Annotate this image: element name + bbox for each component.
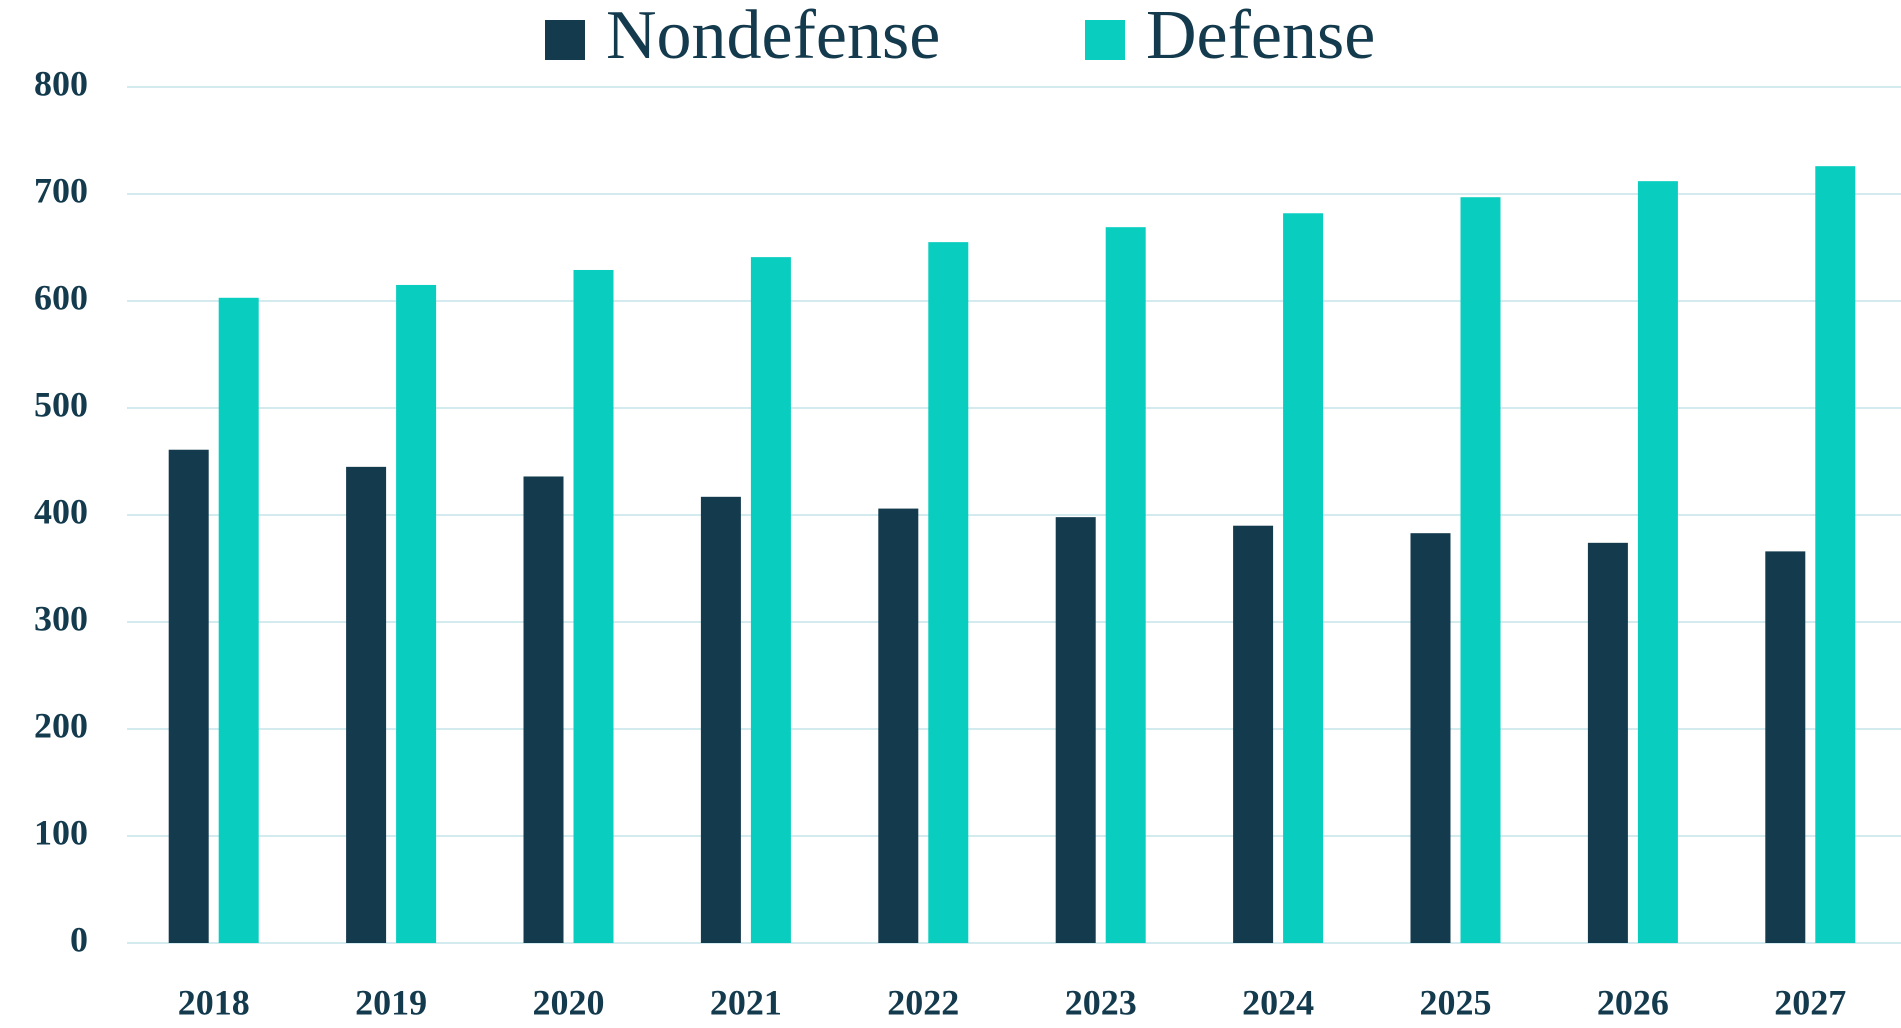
bar xyxy=(523,476,564,943)
y-tick-label: 600 xyxy=(34,277,88,317)
bar xyxy=(1815,166,1856,943)
bar xyxy=(1637,181,1678,943)
x-tick-label: 2027 xyxy=(1774,982,1846,1022)
x-tick-label: 2022 xyxy=(887,982,959,1022)
x-tick-label: 2025 xyxy=(1420,982,1492,1022)
bar xyxy=(750,257,791,943)
x-tick-label: 2018 xyxy=(178,982,250,1022)
legend-swatch xyxy=(1085,20,1125,60)
x-tick-label: 2024 xyxy=(1242,982,1314,1022)
bar xyxy=(700,496,741,943)
legend-label: Defense xyxy=(1146,0,1375,74)
bar xyxy=(346,466,387,943)
bar xyxy=(1105,227,1146,944)
bar xyxy=(168,449,209,943)
bar xyxy=(396,284,437,943)
bar xyxy=(1233,525,1274,943)
x-tick-label: 2021 xyxy=(710,982,782,1022)
x-tick-label: 2020 xyxy=(533,982,605,1022)
y-tick-label: 400 xyxy=(34,491,88,531)
bar xyxy=(1410,533,1451,943)
bar xyxy=(928,242,969,943)
y-tick-label: 700 xyxy=(34,170,88,210)
y-tick-label: 500 xyxy=(34,384,88,424)
bar xyxy=(878,508,919,943)
y-tick-label: 0 xyxy=(70,919,88,959)
bar xyxy=(218,297,259,943)
x-tick-label: 2019 xyxy=(355,982,427,1022)
x-tick-label: 2023 xyxy=(1065,982,1137,1022)
legend-swatch xyxy=(545,20,585,60)
bar xyxy=(1283,213,1324,943)
bar xyxy=(573,269,614,944)
bar xyxy=(1055,517,1096,943)
x-tick-label: 2026 xyxy=(1597,982,1669,1022)
y-tick-label: 200 xyxy=(34,705,88,745)
y-tick-label: 300 xyxy=(34,598,88,638)
y-tick-label: 800 xyxy=(34,63,88,103)
bar xyxy=(1765,551,1806,943)
legend-label: Nondefense xyxy=(606,0,940,74)
y-tick-label: 100 xyxy=(34,812,88,852)
bar xyxy=(1460,197,1501,943)
bar xyxy=(1587,542,1628,943)
